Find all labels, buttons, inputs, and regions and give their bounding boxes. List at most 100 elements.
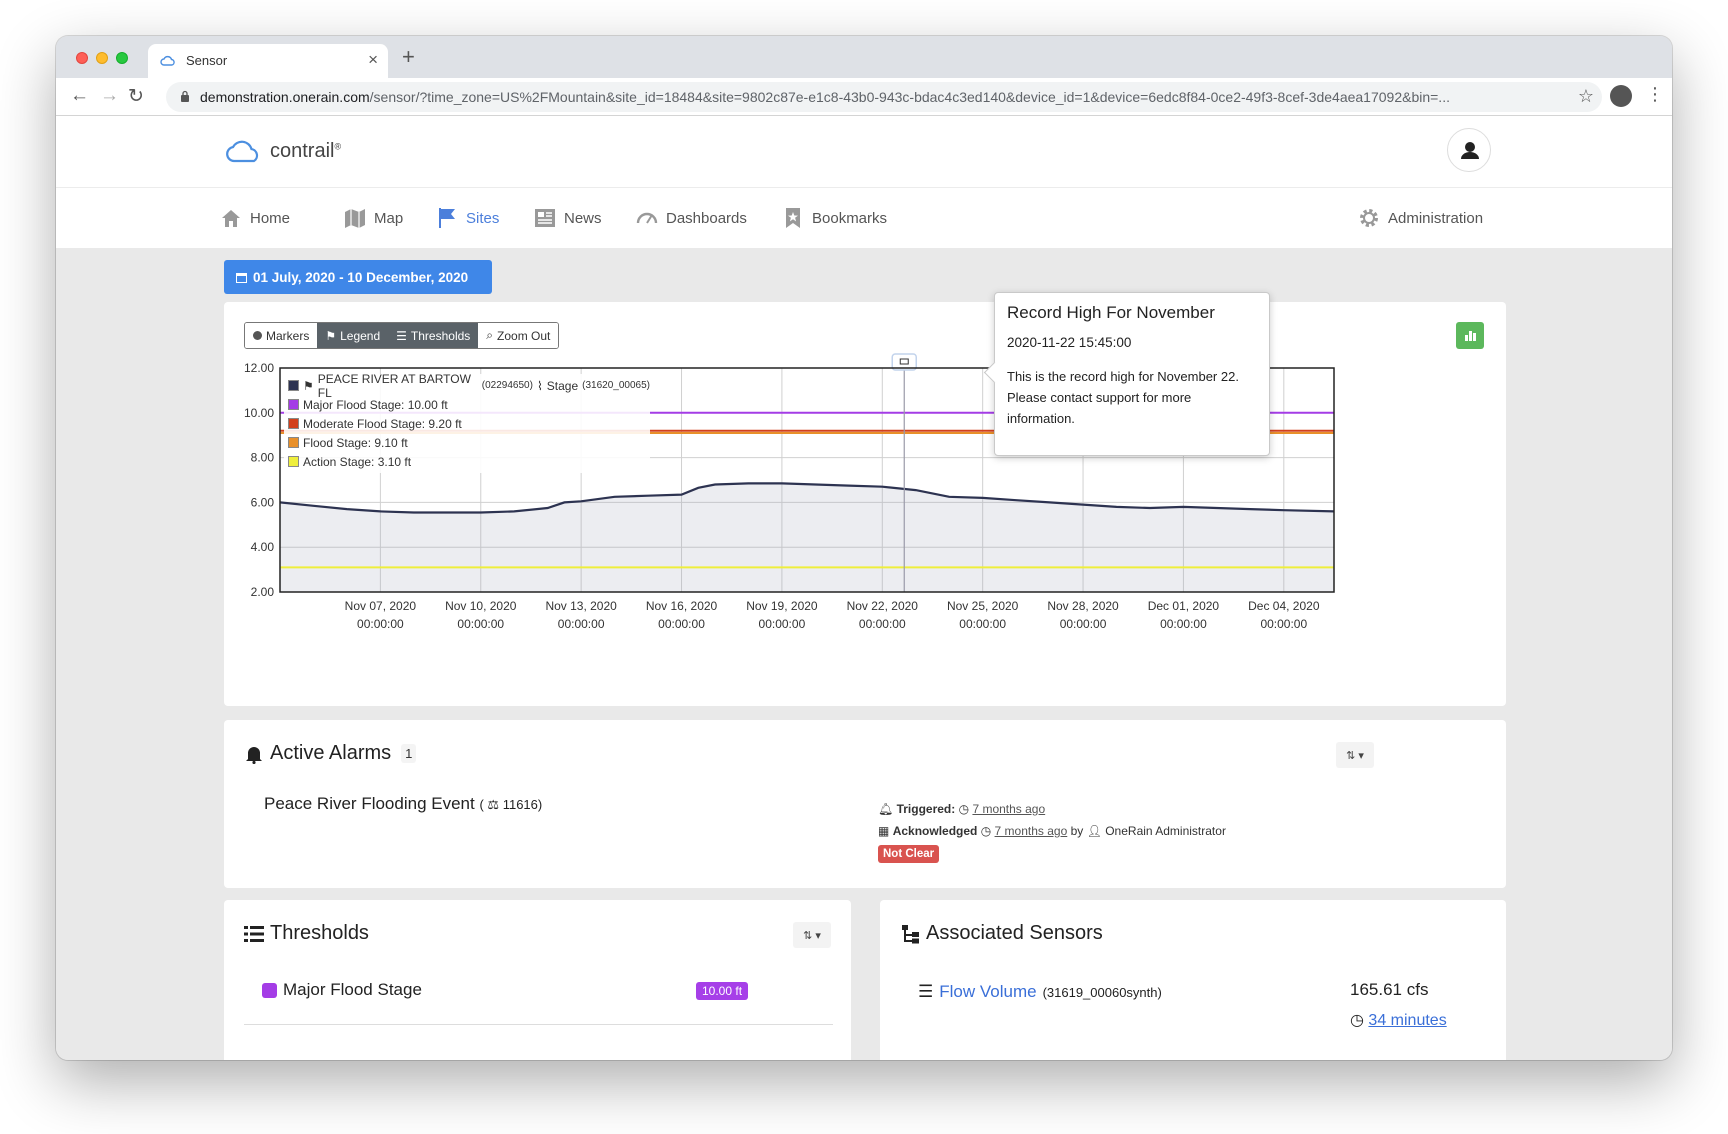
stage-chart[interactable]: 12.00 10.00 8.00 6.00 4.00 2.00 Nov 07, 2020 00… [224,302,1506,706]
tab-title: Sensor [186,53,228,68]
bookmark-icon [786,208,800,228]
assoc-sensor-age[interactable]: ◷ 34 minutes [1350,1010,1447,1030]
triggered-ago[interactable]: 7 months ago [972,802,1046,816]
alarm-triggered-row: 🔔︎ Triggered: ◷ 7 months ago [878,798,1226,820]
x-tick-label: Nov 13, 2020 [545,599,617,613]
thresholds-card: Thresholds ⇅ ▾ Major Flood Stage 10.00 f… [224,900,851,1060]
alarms-sort-button[interactable]: ⇅ ▾ [1336,742,1374,768]
forward-icon[interactable]: → [100,85,119,106]
ack-ago[interactable]: 7 months ago [994,824,1068,838]
x-tick-label: Nov 10, 2020 [445,599,517,613]
nav-map[interactable]: Map [344,206,403,230]
x-tick-label: Nov 19, 2020 [746,599,818,613]
zoom-out-button[interactable]: ⌕ Zoom Out [478,323,559,348]
bar-chart-icon [1465,331,1476,341]
minimize-window-button[interactable] [96,52,108,64]
nav-map-label: Map [374,209,404,227]
nav-news[interactable]: News [534,206,602,230]
user-small-icon: 👤︎ [1086,824,1102,838]
ack-label: Acknowledged [892,824,978,838]
nav-dashboards-label: Dashboards [666,209,747,227]
date-range-button[interactable]: 01 July, 2020 - 10 December, 2020 [224,260,492,294]
scale-icon: ⚖ [487,797,500,812]
threshold-color [262,982,277,998]
legend-threshold-label: Moderate Flood Stage: 9.20 ft [303,416,462,431]
plot-frame [279,367,1335,593]
legend-threshold-action[interactable]: Action Stage: 3.10 ft [284,452,650,471]
back-icon[interactable]: ← [70,85,89,106]
x-tick-time: 00:00:00 [357,617,404,631]
legend-threshold-label: Action Stage: 3.10 ft [303,454,412,469]
browser-menu-icon[interactable]: ⋮ [1646,84,1664,104]
reload-icon[interactable]: ↻ [128,86,144,107]
legend-flag-icon: ⚑ [303,378,314,393]
legend-button[interactable]: ⚑ Legend [317,323,389,348]
legend-site: PEACE RIVER AT BARTOW FL [317,371,471,400]
map-icon [345,209,365,228]
x-tick-time: 00:00:00 [759,617,806,631]
new-tab-button[interactable]: + [402,44,415,69]
legend-threshold-major[interactable]: Major Flood Stage: 10.00 ft [284,395,650,414]
assoc-age-text: 34 minutes [1368,1012,1447,1029]
legend-sensor: Stage [546,378,579,393]
alarm-status-row: Not Clear [878,842,1226,864]
x-tick-time: 00:00:00 [1160,617,1207,631]
legend-swatch [288,399,299,410]
address-bar[interactable]: demonstration.onerain.com/sensor/?time_z… [166,82,1602,112]
threshold-name: Major Flood Stage [283,980,422,999]
flag-small-icon: ⚑ [325,328,337,343]
x-tick-label: Dec 01, 2020 [1148,599,1220,613]
list-icon: ☰ [396,328,407,343]
browser-tab[interactable]: Sensor × [148,44,388,78]
assoc-sensor-value: 165.61 cfs [1350,980,1429,999]
threshold-value-badge: 10.00 ft [696,982,749,1000]
bell-small-icon: 🔔︎ [878,802,894,816]
thresholds-button[interactable]: ☰ Thresholds [388,323,479,348]
markers-button[interactable]: Markers [245,323,318,348]
bookmark-star-icon[interactable]: ☆ [1577,86,1594,106]
legend-threshold-moderate[interactable]: Moderate Flood Stage: 9.20 ft [284,414,650,433]
markers-label: Markers [266,328,310,343]
bell-icon [246,746,262,764]
maximize-window-button[interactable] [116,52,128,64]
assoc-sensor-link[interactable]: ☰ Flow Volume (31619_00060synth) [918,982,1162,1002]
nav-dashboards[interactable]: Dashboards [636,206,747,230]
alarm-id: 11616 [502,797,538,812]
contrail-logo-icon[interactable] [226,140,264,164]
chart-legend: ⚑ PEACE RIVER AT BARTOW FL (02294650) ⌇ … [284,372,650,473]
browser-window: Sensor × + ← → ↻ demonstration.onerain.c… [56,36,1672,1060]
nav-home[interactable]: Home [220,206,290,230]
thresholds-sort-button[interactable]: ⇅ ▾ [793,922,831,948]
y-tick-label: 8.00 [251,451,275,465]
gear-icon [1360,209,1378,227]
alarm-item[interactable]: Peace River Flooding Event ( ⚖ 11616) [264,794,542,814]
alarm-name: Peace River Flooding Event [264,794,475,813]
newspaper-icon [535,209,555,227]
user-menu-button[interactable] [1447,128,1491,172]
nav-bookmarks[interactable]: Bookmarks [782,206,887,230]
status-badge: Not Clear [878,845,940,863]
close-window-button[interactable] [76,52,88,64]
alarms-title: Active Alarms 1 [244,742,417,765]
url-text: demonstration.onerain.com/sensor/?time_z… [200,89,1560,105]
clock-icon: ◷ [1350,1012,1364,1029]
close-tab-icon[interactable]: × [368,50,378,69]
legend-threshold-flood[interactable]: Flood Stage: 9.10 ft [284,433,650,452]
tooltip-date: 2020-11-22 15:45:00 [1007,335,1132,350]
nav-administration[interactable]: Administration [1358,206,1483,230]
legend-series[interactable]: ⚑ PEACE RIVER AT BARTOW FL (02294650) ⌇ … [284,372,650,400]
x-tick-label: Nov 22, 2020 [847,599,919,613]
logo-text[interactable]: contrail® [270,140,341,163]
browser-toolbar: ← → ↻ demonstration.onerain.com/sensor/?… [56,78,1672,116]
calendar-check-icon: ▦ [878,824,890,838]
nav-bookmarks-label: Bookmarks [812,209,888,227]
export-chart-button[interactable] [1456,322,1484,349]
legend-swatch [288,456,299,467]
sitemap-icon [902,924,919,943]
chart-controls: Markers ⚑ Legend ☰ Thresholds ⌕ Zoom Out [244,322,560,349]
main-nav: Home Map Sites News Dashboards Bookmarks [56,188,1672,248]
profile-avatar-icon[interactable] [1610,85,1632,107]
x-tick-time: 00:00:00 [959,617,1006,631]
threshold-row[interactable]: Major Flood Stage [262,980,422,1000]
nav-sites[interactable]: Sites [436,206,499,230]
